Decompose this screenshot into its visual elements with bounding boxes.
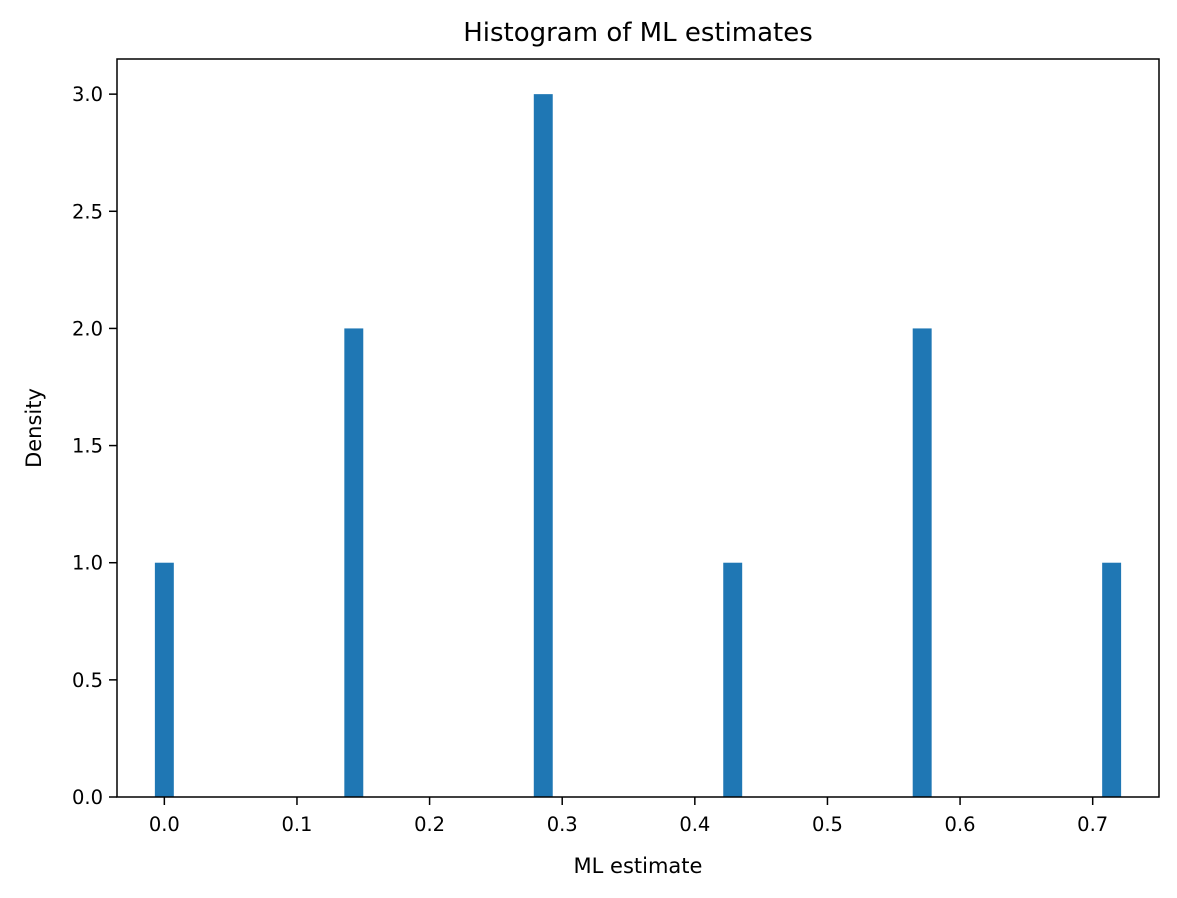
x-tick-label: 0.5 (812, 813, 843, 836)
histogram-bar-5 (1102, 562, 1122, 797)
x-tick-label: 0.4 (679, 813, 710, 836)
y-tick-label: 1.5 (72, 435, 103, 458)
x-axis-ticks: 0.0 0.1 0.2 0.3 0.4 0.5 0.6 0.7 (149, 797, 1108, 836)
plot-area-frame (116, 58, 1160, 798)
histogram-bar-4 (912, 328, 932, 797)
y-tick-label: 2.0 (72, 317, 103, 340)
histogram-bar-3 (723, 562, 743, 797)
y-axis-label: Density (22, 388, 46, 468)
bars-group (154, 94, 1122, 797)
x-tick-label: 0.6 (945, 813, 976, 836)
x-tick-label: 0.7 (1077, 813, 1108, 836)
y-axis-ticks: 0.0 0.5 1.0 1.5 2.0 2.5 3.0 (72, 83, 117, 809)
y-tick-label: 2.5 (72, 200, 103, 223)
histogram-bar-2 (533, 94, 553, 797)
histogram-bar-0 (154, 562, 174, 797)
histogram-bar-1 (344, 328, 364, 797)
x-tick-label: 0.1 (281, 813, 312, 836)
chart-title: Histogram of ML estimates (463, 18, 813, 48)
x-tick-label: 0.0 (149, 813, 180, 836)
y-tick-label: 1.0 (72, 552, 103, 575)
y-tick-label: 0.0 (72, 786, 103, 809)
x-tick-label: 0.3 (547, 813, 578, 836)
x-tick-label: 0.2 (414, 813, 445, 836)
y-tick-label: 0.5 (72, 669, 103, 692)
y-tick-label: 3.0 (72, 83, 103, 106)
x-axis-label: ML estimate (574, 854, 703, 878)
